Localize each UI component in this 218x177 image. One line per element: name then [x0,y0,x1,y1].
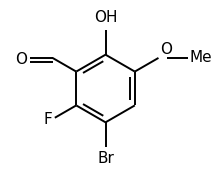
Text: Br: Br [97,151,114,166]
Text: F: F [43,112,52,127]
Text: O: O [15,52,27,67]
Text: OH: OH [94,10,117,25]
Text: Me: Me [189,50,212,65]
Text: O: O [160,42,172,57]
